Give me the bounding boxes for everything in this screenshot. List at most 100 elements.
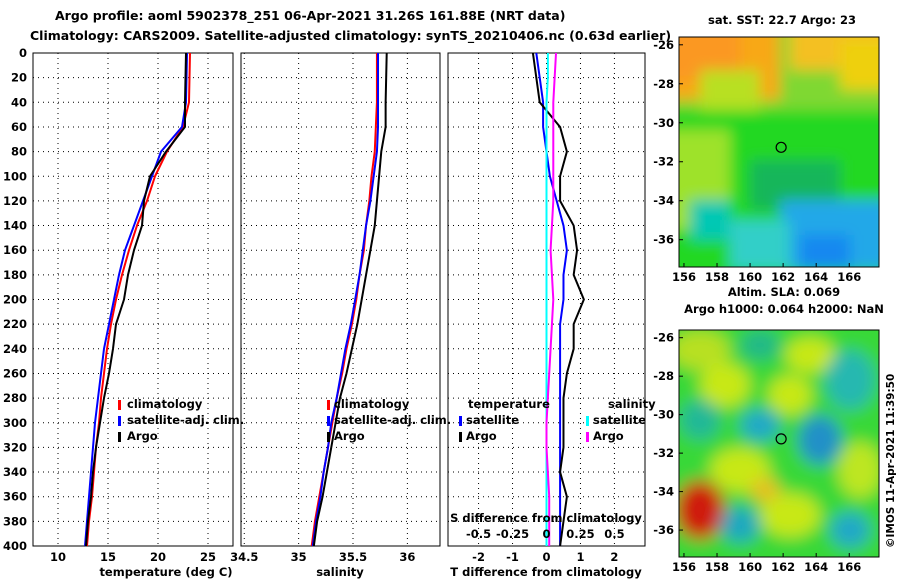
y-tick-label: 200 <box>3 293 27 307</box>
x-tick-label: 0 <box>542 550 550 564</box>
sla-map-title-line2: Argo h1000: 0.064 h2000: NaN <box>684 302 884 316</box>
temp-legend-climatology: climatology <box>127 397 203 411</box>
y-tick-label: 40 <box>11 95 27 109</box>
y-tick-label: 180 <box>3 268 27 282</box>
map-x-tick-label: 158 <box>705 270 729 284</box>
x-tick-label: 25 <box>200 550 216 564</box>
x-tick-label: 2 <box>610 550 618 564</box>
x-tick-label: -2 <box>472 550 485 564</box>
series-line-satellite-adj-clim- <box>311 53 380 547</box>
imos-credit: ©IMOS 11-Apr-2021 11:39:50 <box>885 374 897 548</box>
series-line-satellite-adj-clim- <box>84 52 188 547</box>
map-x-tick-label: 166 <box>837 270 861 284</box>
series-line-s-argo <box>545 52 558 546</box>
map-y-tick-label: -26 <box>653 38 674 52</box>
x-tick-label: 36 <box>399 550 415 564</box>
difference-xlabel: T difference from climatology <box>450 565 642 579</box>
difference-top-xlabel: S difference from climatology <box>450 511 642 525</box>
legend-mark-t-argo <box>459 432 462 442</box>
y-tick-label: 260 <box>3 366 27 380</box>
y-tick-label: 0 <box>19 46 27 60</box>
x-tick-label: 34.5 <box>230 550 258 564</box>
legend-mark-satellite <box>327 416 330 426</box>
temperature-xlabel: temperature (deg C) <box>99 565 232 579</box>
s-tick-label: 0.5 <box>604 527 624 541</box>
s-tick-label: -0.5 <box>466 527 491 541</box>
series-line-argo <box>85 52 187 547</box>
sla-heatmap <box>679 330 879 557</box>
diff-legend-s-satellite: satellite <box>593 413 646 427</box>
map-y-tick-label: -32 <box>653 446 674 460</box>
diff-legend-s-argo: Argo <box>593 429 624 443</box>
map-x-tick-label: 158 <box>705 560 729 574</box>
sst-map-frame <box>678 36 880 268</box>
y-tick-label: 120 <box>3 194 27 208</box>
x-tick-label: -1 <box>506 550 519 564</box>
sla-map-axes: 156 158 160 162 164 166 -26 -28 -30 -32 -34 -36 <box>653 331 861 574</box>
s-tick-label: 0 <box>542 527 550 541</box>
sst-heatmap <box>679 37 879 267</box>
legend-mark-s-satellite <box>586 416 589 426</box>
series-line-t-argo <box>531 52 585 547</box>
legend-mark-argo <box>327 432 330 442</box>
map-y-tick-label: -28 <box>653 369 674 383</box>
y-tick-label: 220 <box>3 317 27 331</box>
legend-mark-s-argo <box>586 432 589 442</box>
y-tick-label: 360 <box>3 490 27 504</box>
y-tick-label: 240 <box>3 342 27 356</box>
y-tick-label: 320 <box>3 440 27 454</box>
s-tick-label: 0.25 <box>566 527 594 541</box>
x-tick-label: 1 <box>576 550 584 564</box>
y-tick-label: 20 <box>11 71 27 85</box>
map-x-tick-label: 162 <box>771 270 795 284</box>
x-tick-label: 35.5 <box>339 550 367 564</box>
map-y-tick-label: -32 <box>653 155 674 169</box>
temperature-panel: 10 15 20 25 0 20 40 60 80 100 120 140 160 180 200 220 24… <box>3 46 234 564</box>
map-x-tick-label: 156 <box>672 270 696 284</box>
y-tick-label: 100 <box>3 169 27 183</box>
sst-argo-position-marker <box>775 141 787 153</box>
diff-legend-t-satellite: satellite <box>466 413 519 427</box>
y-tick-label: 80 <box>11 145 27 159</box>
temp-legend-satellite: satellite-adj. clim. <box>127 413 244 427</box>
map-y-tick-label: -28 <box>653 77 674 91</box>
sst-map-title: sat. SST: 22.7 Argo: 23 <box>708 13 856 27</box>
y-tick-label: 140 <box>3 219 27 233</box>
series-line-argo <box>312 52 388 547</box>
diff-legend-t-argo: Argo <box>466 429 497 443</box>
y-tick-label: 340 <box>3 465 27 479</box>
sla-map-frame <box>678 329 880 558</box>
y-tick-label: 60 <box>11 120 27 134</box>
map-x-tick-label: 160 <box>738 270 762 284</box>
map-y-tick-label: -30 <box>653 408 674 422</box>
legend-mark-climatology <box>327 400 330 410</box>
y-tick-label: 300 <box>3 416 27 430</box>
y-tick-label: 280 <box>3 391 27 405</box>
plot-frame <box>240 52 441 547</box>
figure-title-line1: Argo profile: aoml 5902378_251 06-Apr-20… <box>55 8 565 24</box>
plot-frame <box>32 52 234 547</box>
sal-legend-climatology: climatology <box>334 397 410 411</box>
sst-map-axes: 156 158 160 162 164 166 -26 -28 -30 -32 -34 -36 <box>653 38 861 284</box>
x-tick-label: 10 <box>50 550 66 564</box>
y-tick-label: 400 <box>3 539 27 553</box>
map-x-tick-label: 160 <box>738 560 762 574</box>
legend-mark-climatology <box>118 400 121 410</box>
legend-mark-satellite <box>118 416 121 426</box>
legend-mark-argo <box>118 432 121 442</box>
map-x-tick-label: 164 <box>804 560 828 574</box>
diff-legend-salinity-title: salinity <box>608 397 656 411</box>
map-x-tick-label: 166 <box>837 560 861 574</box>
map-y-tick-label: -34 <box>653 194 674 208</box>
map-y-tick-label: -36 <box>653 233 674 247</box>
figure-title-line2: Climatology: CARS2009. Satellite-adjuste… <box>30 28 671 44</box>
series-line-t-satellite <box>535 52 568 546</box>
difference-panel: -2 -1 0 1 2 -0.5 -0.25 0 0.25 0.5 <box>447 52 646 564</box>
map-y-tick-label: -36 <box>653 523 674 537</box>
map-x-tick-label: 164 <box>804 270 828 284</box>
legend-mark-t-satellite <box>459 416 462 426</box>
y-tick-label: 160 <box>3 243 27 257</box>
salinity-panel: 34.5 35 35.5 36 <box>230 52 441 564</box>
map-x-tick-label: 162 <box>771 560 795 574</box>
